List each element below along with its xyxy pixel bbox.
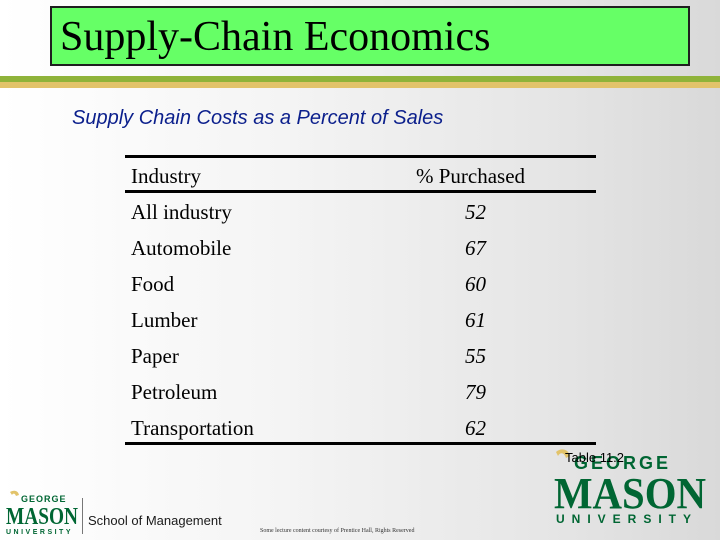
row-industry: All industry [131, 200, 232, 224]
flame-mark-icon [556, 449, 570, 458]
row-value: 52 [465, 200, 486, 224]
slide-title: Supply-Chain Economics [60, 14, 491, 60]
table-bottom-rule [125, 442, 596, 445]
logo-mason-text: MASON [6, 504, 79, 530]
logo-divider [82, 498, 83, 534]
table-header-rule [125, 190, 596, 193]
row-industry: Automobile [131, 236, 232, 260]
row-industry: Transportation [131, 416, 254, 440]
logo-university-text: UNIVERSITY [556, 512, 698, 526]
row-industry: Food [131, 272, 175, 296]
row-value: 55 [465, 344, 486, 368]
title-banner: Supply-Chain Economics [50, 6, 690, 66]
row-industry: Petroleum [131, 380, 218, 404]
gmu-logo-large: GEORGE MASON UNIVERSITY [554, 449, 706, 526]
row-value: 60 [465, 272, 486, 296]
row-value: 61 [465, 308, 486, 332]
row-industry: Paper [131, 344, 179, 368]
table-top-rule [125, 155, 596, 158]
flame-mark-icon [10, 490, 19, 496]
accent-rule-green [0, 76, 720, 82]
row-value: 62 [465, 416, 486, 440]
logo-mason-text: MASON [554, 469, 706, 518]
logo-university-text: UNIVERSITY [6, 529, 73, 536]
logo-george-text: GEORGE [574, 453, 671, 473]
accent-rule-gold [0, 82, 720, 88]
row-value: 79 [465, 380, 486, 404]
table-caption: Table 11.2 [565, 450, 625, 465]
slide-subtitle: Supply Chain Costs as a Percent of Sales [72, 107, 444, 129]
table-header-percent: % Purchased [416, 164, 526, 188]
school-name: School of Management [88, 513, 222, 528]
copyright-footnote: Some lecture content courtesy of Prentic… [260, 528, 415, 534]
gmu-logo-small: GEORGE MASON UNIVERSITY [6, 490, 79, 536]
table-header-industry: Industry [131, 164, 201, 188]
row-value: 67 [465, 236, 486, 260]
row-industry: Lumber [131, 308, 198, 332]
logo-george-text: GEORGE [21, 494, 67, 504]
